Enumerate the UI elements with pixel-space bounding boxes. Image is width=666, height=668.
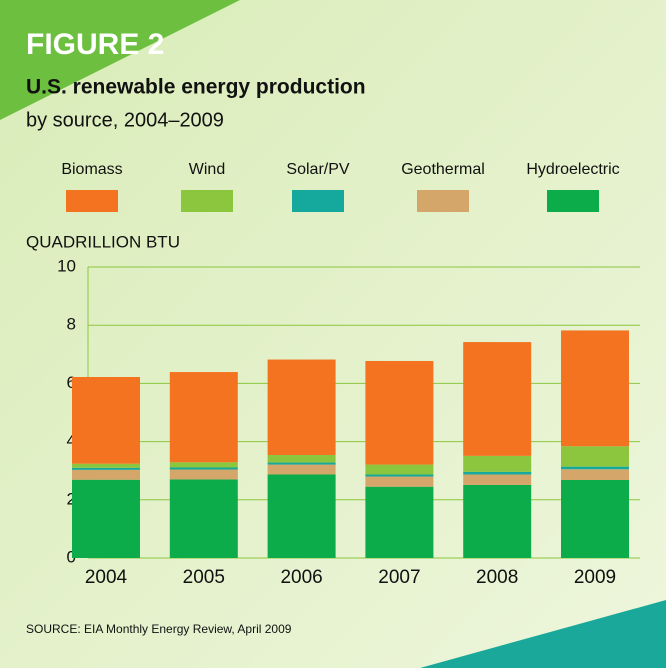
bar-segment — [267, 359, 336, 455]
legend-swatch — [181, 190, 233, 212]
y-axis-label: QUADRILLION BTU — [26, 232, 180, 251]
legend-label: Solar/PV — [286, 161, 349, 178]
x-tick-label: 2007 — [378, 567, 420, 588]
bar-segment — [463, 474, 532, 485]
bar-segment — [169, 479, 238, 558]
x-tick-label: 2008 — [476, 567, 518, 588]
bar-segment — [72, 376, 140, 464]
bar-segment — [267, 454, 336, 463]
corner-decoration — [420, 600, 666, 668]
bar-segment — [72, 479, 140, 558]
bar-segment — [561, 446, 629, 467]
bar-segment — [267, 464, 336, 475]
y-tick-label: 0 — [67, 547, 76, 566]
x-tick-label: 2006 — [280, 567, 322, 588]
legend-label: Geothermal — [401, 161, 485, 178]
bar-segment — [169, 462, 238, 468]
bar-segment — [72, 463, 140, 468]
y-tick-label: 10 — [57, 256, 76, 275]
bar-segment — [365, 360, 434, 465]
corner-decoration — [0, 0, 240, 120]
bar-segment — [72, 469, 140, 480]
bar-segment — [561, 480, 629, 558]
bar-segment — [267, 474, 336, 558]
y-tick-label: 8 — [67, 315, 76, 334]
bar-segment — [72, 467, 140, 470]
x-tick-label: 2005 — [183, 567, 225, 588]
bar-segment — [561, 466, 629, 470]
bar-segment — [365, 464, 434, 475]
bar-segment — [561, 469, 629, 481]
legend-label: Wind — [189, 161, 225, 178]
y-tick-label: 4 — [67, 431, 76, 450]
legend-swatch — [66, 190, 118, 212]
legend-label: Hydroelectric — [526, 161, 619, 178]
chart-title: U.S. renewable energy production — [26, 76, 366, 99]
bar-segment — [463, 455, 532, 472]
chart-subtitle: by source, 2004–2009 — [26, 109, 224, 131]
x-tick-label: 2004 — [85, 567, 128, 588]
bar-segment — [267, 462, 336, 465]
bar-segment — [365, 474, 434, 477]
legend-swatch — [547, 190, 599, 212]
bar-segment — [169, 469, 238, 480]
figure-label: FIGURE 2 — [26, 28, 164, 61]
bar-segment — [463, 342, 532, 456]
bar-segment — [169, 372, 238, 463]
bar-segment — [169, 467, 238, 470]
bar-segment — [365, 486, 434, 558]
bar-segment — [561, 330, 629, 447]
x-tick-label: 2009 — [574, 567, 616, 588]
legend-swatch — [292, 190, 344, 212]
source: SOURCE: EIA Monthly Energy Review, April… — [26, 622, 292, 636]
bar-segment — [463, 471, 532, 475]
legend-label: Biomass — [61, 161, 122, 178]
legend-swatch — [417, 190, 469, 212]
y-tick-label: 6 — [67, 373, 76, 392]
bar-segment — [463, 484, 532, 558]
bar-segment — [365, 476, 434, 487]
y-tick-label: 2 — [67, 489, 76, 508]
